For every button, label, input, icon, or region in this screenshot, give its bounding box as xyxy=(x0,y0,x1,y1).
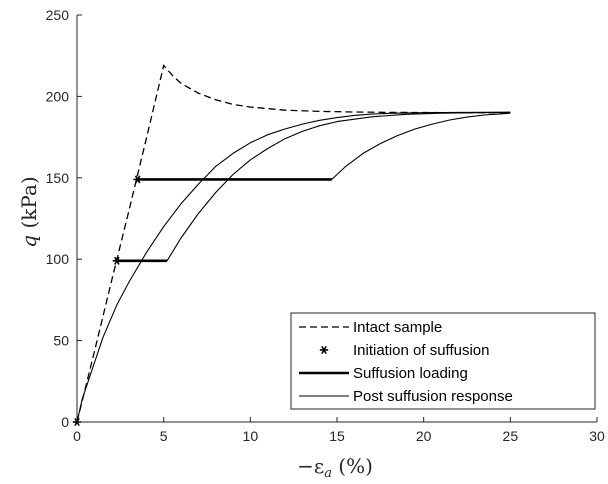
y-tick-label: 100 xyxy=(46,251,70,267)
axes: 0 5 10 15 20 25 30 0 50 100 150 200 250 xyxy=(46,7,605,444)
x-tick-label: 10 xyxy=(243,428,259,444)
x-tick-label: 15 xyxy=(329,428,345,444)
data-point-initiation xyxy=(133,175,142,184)
plot-area xyxy=(72,64,511,427)
series-intact-sample xyxy=(76,64,511,423)
x-tick-label: 30 xyxy=(589,428,605,444)
legend-label-initiation-of-suffusion: Initiation of suffusion xyxy=(353,342,489,359)
legend-box xyxy=(290,312,596,410)
y-axis-label: q (kPa) xyxy=(17,176,41,247)
y-tick-label: 50 xyxy=(53,333,69,349)
x-tick-label: 20 xyxy=(416,428,432,444)
marker-stroke xyxy=(134,175,141,184)
marker-stroke xyxy=(114,256,120,265)
y-tick-label: 200 xyxy=(46,88,70,104)
data-point-initiation xyxy=(112,256,122,265)
marker-stroke xyxy=(321,345,327,355)
x-tick-label: 5 xyxy=(160,428,168,444)
legend: Intact sample Initiation of suffusion Suff… xyxy=(290,312,596,410)
series-post-suffusion-response xyxy=(76,111,511,423)
legend-label-intact-sample: Intact sample xyxy=(353,319,442,336)
series-post-suffusion-response xyxy=(331,112,511,180)
legend-label-suffusion-loading: Suffusion loading xyxy=(353,365,468,382)
legend-swatch-initiation-of-suffusion xyxy=(319,345,329,355)
x-axis-label: −εa (%) xyxy=(297,454,373,481)
x-tick-label: 25 xyxy=(503,428,519,444)
y-tick-label: 0 xyxy=(61,414,69,430)
series-post-suffusion-response xyxy=(166,111,511,262)
legend-label-post-suffusion-response: Post suffusion response xyxy=(353,388,513,405)
y-tick-label: 150 xyxy=(46,170,70,186)
x-tick-label: 0 xyxy=(73,428,81,444)
y-tick-label: 250 xyxy=(46,7,70,23)
